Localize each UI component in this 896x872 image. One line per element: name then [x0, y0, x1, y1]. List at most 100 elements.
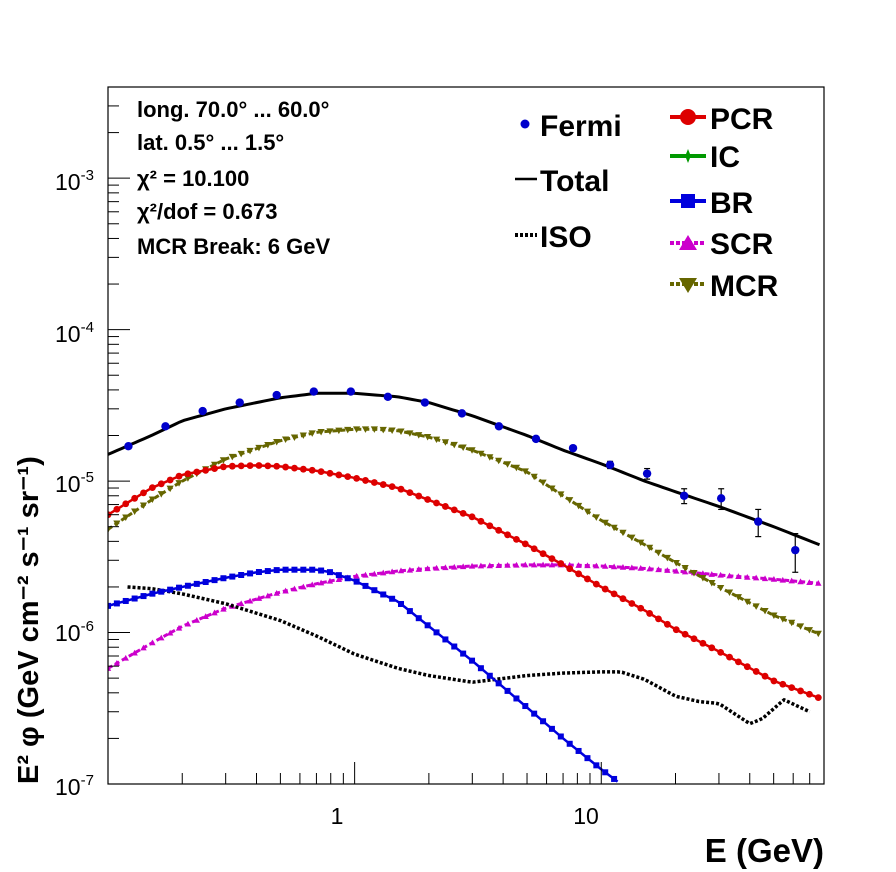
mcr-marker	[344, 426, 352, 434]
mcr-marker	[814, 630, 822, 638]
pcr-marker	[646, 610, 654, 617]
scr-marker	[655, 566, 662, 573]
mcr-marker	[406, 430, 414, 437]
br-marker	[495, 680, 502, 687]
br-marker	[113, 600, 120, 607]
br-marker	[291, 566, 298, 573]
pcr-marker	[193, 468, 201, 476]
legend-scr-marker	[679, 235, 697, 250]
fermi-point	[791, 545, 800, 555]
scr-line	[108, 563, 820, 670]
pcr-marker	[513, 535, 520, 543]
mcr-marker	[210, 461, 219, 469]
fermi-point	[124, 441, 133, 451]
scr-marker	[806, 579, 813, 585]
br-marker	[335, 572, 342, 579]
scr-marker	[681, 568, 689, 575]
y-tick-label: 10-6	[55, 618, 94, 646]
pcr-marker	[441, 503, 449, 510]
mcr-marker	[290, 434, 299, 441]
mcr-marker	[308, 430, 316, 437]
mcr-marker	[708, 580, 716, 587]
pcr-marker	[273, 462, 281, 470]
pcr-marker	[450, 506, 458, 514]
pcr-marker	[752, 668, 760, 675]
mcr-marker	[131, 508, 139, 515]
pcr-marker	[601, 585, 609, 593]
mcr-marker	[108, 526, 112, 533]
y-tick-label: 10-5	[55, 469, 94, 497]
pcr-marker	[761, 672, 769, 680]
mcr-marker	[743, 598, 751, 606]
mcr-marker	[752, 603, 760, 610]
pcr-marker	[655, 615, 662, 623]
fermi-point	[605, 460, 615, 470]
br-marker	[540, 718, 547, 725]
pcr-marker	[353, 474, 361, 482]
pcr-marker	[690, 635, 698, 643]
mcr-marker	[388, 427, 396, 434]
br-marker	[264, 568, 271, 575]
mcr-marker	[237, 450, 245, 458]
pcr-marker	[468, 513, 476, 521]
br-marker	[380, 591, 387, 598]
legend: Fermi Total ISO PCR IC BR SCR MCR	[515, 103, 779, 303]
scr-marker	[468, 562, 476, 569]
br-marker	[584, 755, 591, 762]
legend-iso-label: ISO	[540, 221, 592, 254]
x-axis-label: E (GeV)	[705, 832, 824, 869]
pcr-marker	[344, 473, 352, 480]
scr-marker	[451, 563, 458, 570]
mcr-marker	[450, 441, 458, 449]
mcr-marker	[113, 520, 121, 527]
br-marker	[424, 622, 431, 629]
pcr-marker	[148, 484, 156, 492]
mcr-marker	[548, 485, 556, 493]
mcr-line	[108, 427, 821, 636]
pcr-marker	[140, 489, 147, 497]
br-marker	[477, 665, 484, 672]
pcr-marker	[779, 680, 787, 688]
br-series	[108, 566, 619, 783]
pcr-marker	[335, 471, 343, 479]
br-marker	[548, 725, 555, 732]
br-marker	[300, 566, 307, 573]
mcr-marker	[273, 438, 281, 446]
scr-marker	[646, 565, 653, 572]
scr-marker	[158, 634, 165, 641]
scr-marker	[619, 564, 627, 570]
scr-marker	[193, 616, 200, 623]
pcr-marker	[521, 540, 529, 548]
pcr-marker	[131, 494, 139, 502]
br-marker	[575, 747, 582, 754]
pcr-marker	[628, 600, 636, 607]
scr-marker	[752, 574, 760, 581]
pcr-marker	[530, 545, 538, 553]
br-marker	[362, 582, 369, 589]
scr-marker	[637, 565, 644, 571]
mcr-marker	[788, 619, 796, 627]
mcr-marker	[228, 453, 236, 461]
pcr-series	[108, 462, 822, 702]
scr-marker	[770, 576, 778, 582]
mcr-marker	[468, 447, 476, 454]
pcr-marker	[504, 531, 511, 539]
pcr-marker	[619, 595, 627, 603]
mcr-marker	[521, 468, 529, 475]
mcr-marker	[397, 428, 405, 435]
fermi-point	[716, 494, 726, 503]
scr-marker	[415, 566, 422, 572]
legend-ic-marker	[681, 149, 695, 163]
pcr-marker	[575, 570, 582, 578]
br-marker	[318, 567, 325, 574]
scr-marker	[593, 562, 600, 569]
scr-marker	[175, 624, 183, 631]
mcr-marker	[592, 514, 600, 521]
mcr-marker	[654, 549, 663, 557]
x-tick-labels: 1 10	[331, 803, 599, 829]
scr-marker	[149, 639, 156, 646]
info-longitude: long. 70.0° ... 60.0°	[137, 97, 329, 122]
mcr-marker	[663, 554, 671, 562]
scr-marker	[584, 562, 591, 569]
fermi-point	[457, 409, 467, 418]
